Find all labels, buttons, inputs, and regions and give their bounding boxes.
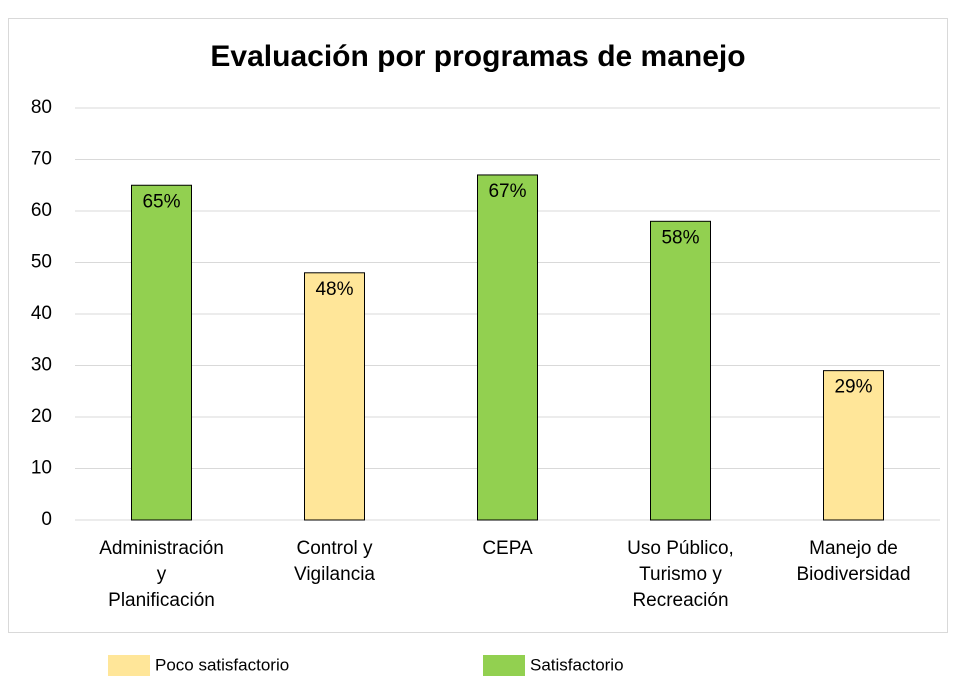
bar — [823, 370, 884, 521]
chart-title: Evaluación por programas de manejo — [210, 40, 745, 73]
y-tick-label: 40 — [31, 303, 52, 324]
legend-swatch — [483, 655, 525, 676]
legend-label: Poco satisfactorio — [155, 655, 289, 674]
legend-label: Satisfactorio — [530, 655, 624, 674]
y-tick-label: 0 — [41, 509, 52, 530]
y-tick-label: 60 — [31, 200, 52, 221]
bar — [477, 174, 538, 521]
x-tick-label: Uso Público, Turismo y Recreación — [627, 538, 734, 611]
x-tick-label: Control y Vigilancia — [294, 538, 375, 585]
x-tick-label: CEPA — [482, 538, 533, 559]
value-label: 48% — [315, 279, 353, 300]
bar — [304, 272, 365, 521]
y-tick-label: 30 — [31, 355, 52, 376]
x-tick-label: Administración y Planificación — [99, 538, 224, 611]
legend-swatch — [108, 655, 150, 676]
y-tick-label: 10 — [31, 458, 52, 479]
y-tick-label: 20 — [31, 406, 52, 427]
y-tick-label: 70 — [31, 149, 52, 170]
bar — [131, 184, 192, 521]
value-label: 65% — [142, 191, 180, 212]
value-label: 58% — [661, 227, 699, 248]
y-tick-label: 50 — [31, 252, 52, 273]
value-label: 67% — [488, 181, 526, 202]
x-tick-label: Manejo de Biodiversidad — [796, 538, 911, 585]
y-tick-label: 80 — [31, 97, 52, 118]
value-label: 29% — [834, 377, 872, 398]
bar — [650, 220, 711, 521]
